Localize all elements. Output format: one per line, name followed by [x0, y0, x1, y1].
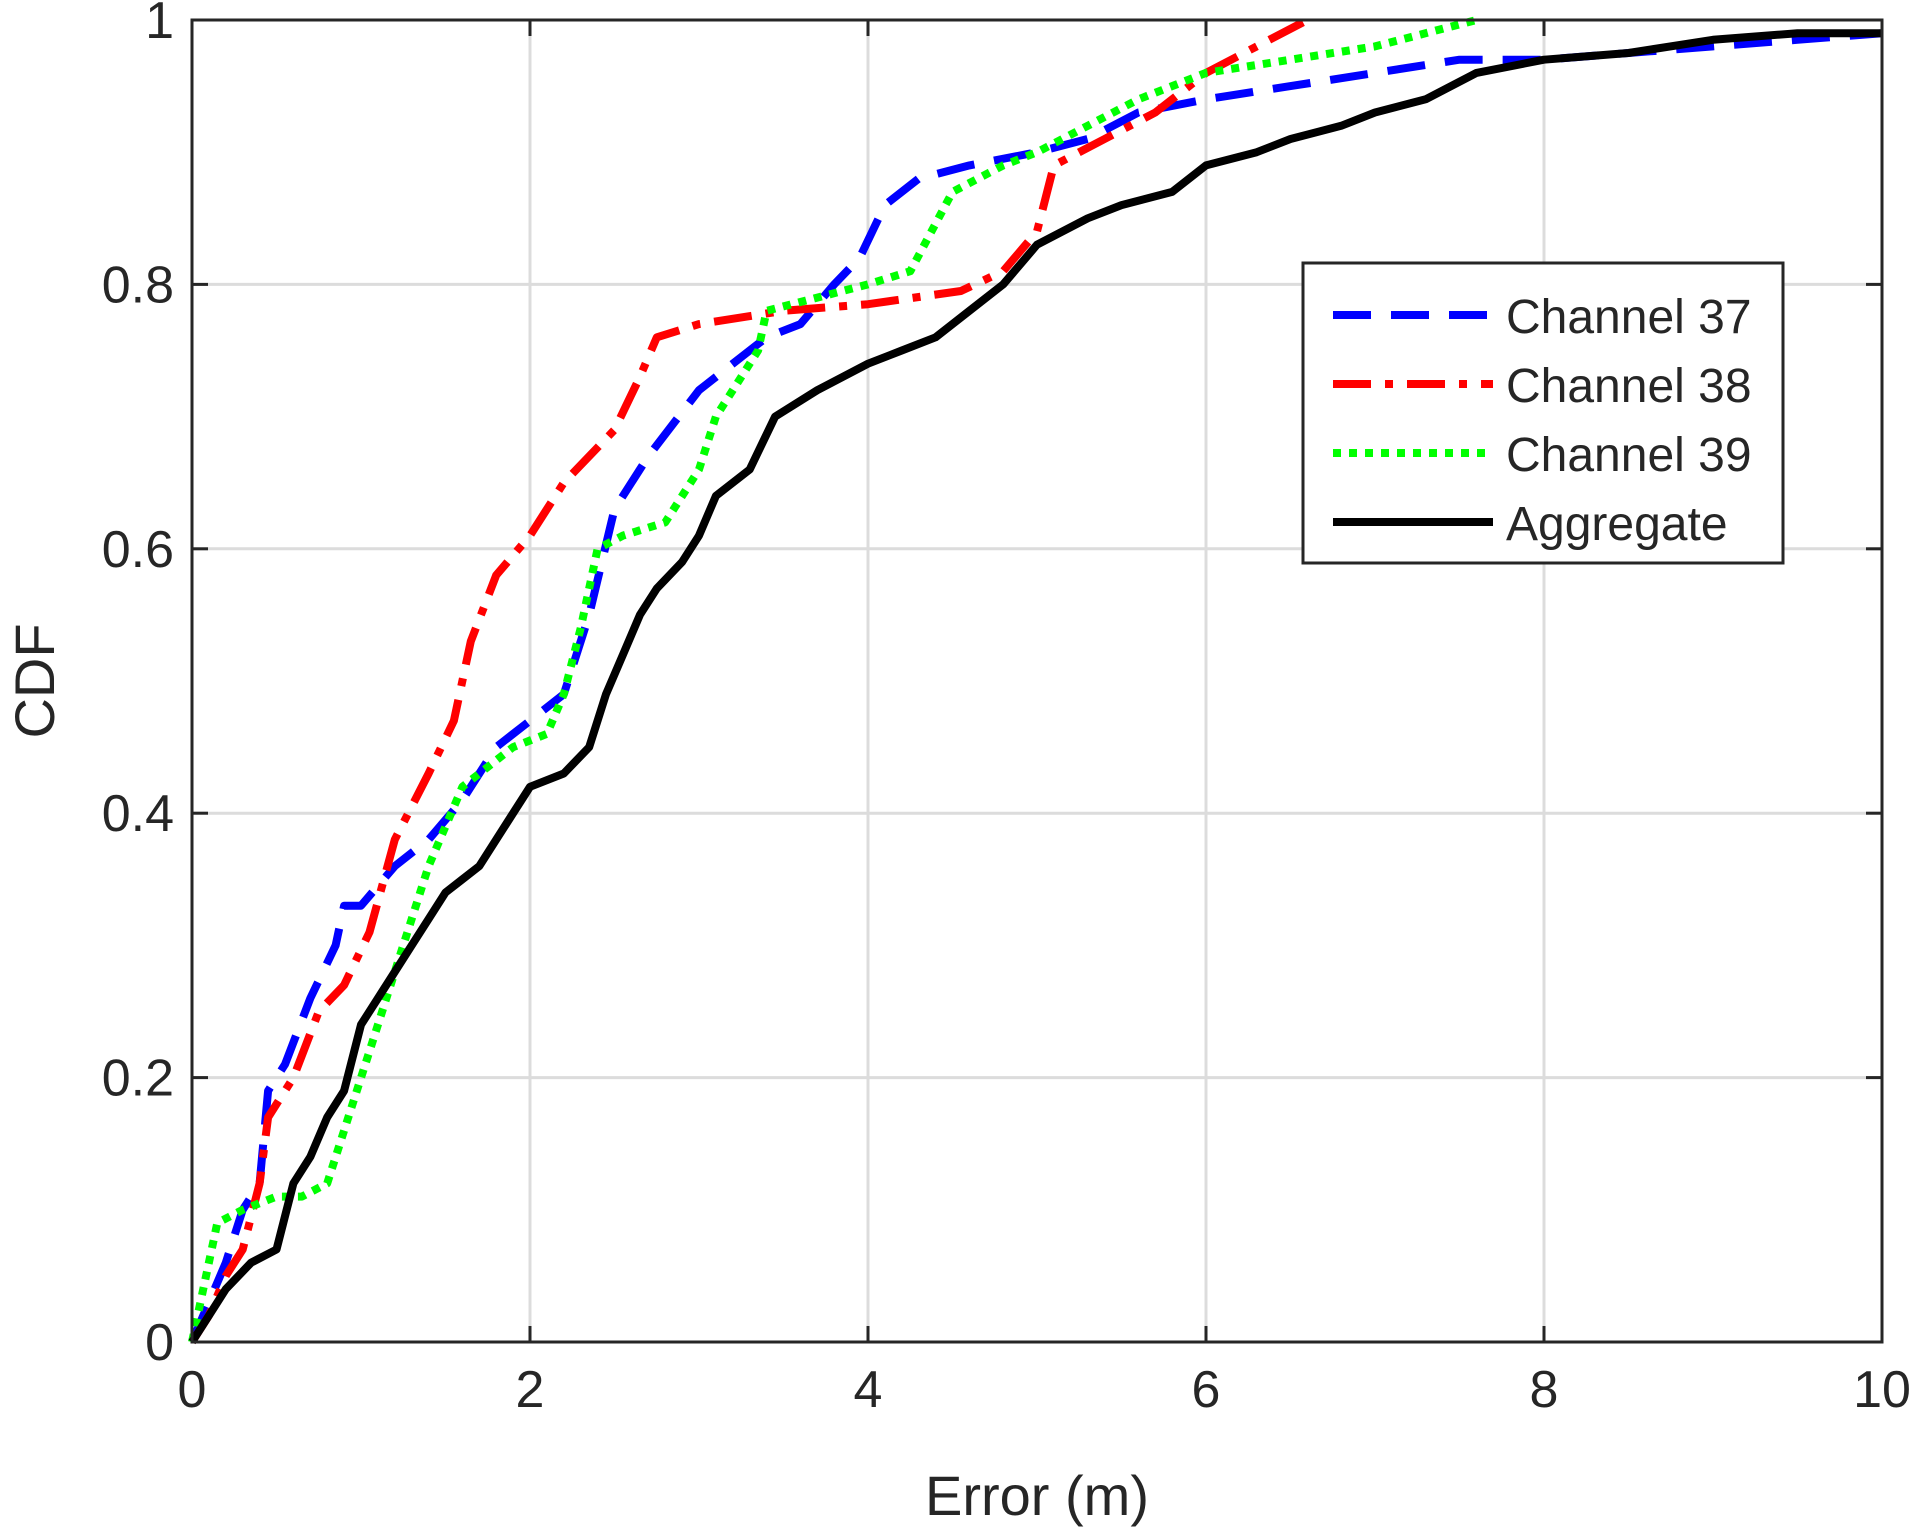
x-tick-label: 4 [854, 1361, 883, 1419]
series-line-channel-39 [188, 16, 1478, 1343]
series-line-channel-37 [188, 29, 1883, 1344]
y-tick-label: 0.6 [102, 521, 174, 579]
y-axis-label: CDF [3, 623, 66, 738]
x-axis-label: Error (m) [925, 1464, 1149, 1527]
tick-layer: 0 2 4 6 8 10 0 0.2 0.4 0.6 0.8 1 [102, 0, 1911, 1419]
legend-items: Channel 37 Channel 38 Channel 39 Aggregate [1333, 291, 1752, 551]
y-tick-label: 0.4 [102, 785, 174, 843]
y-tick-label: 0 [145, 1314, 174, 1372]
legend-label: Channel 37 [1506, 291, 1752, 344]
legend: Channel 37 Channel 38 Channel 39 Aggregate [1301, 261, 1785, 565]
legend-box [1301, 261, 1785, 565]
series-layer [188, 16, 1883, 1345]
y-tick-label: 1 [145, 0, 174, 50]
series-line-aggregate [188, 29, 1882, 1345]
legend-label: Channel 39 [1506, 429, 1752, 482]
plot-background [192, 20, 1882, 1342]
x-tick-label: 0 [178, 1361, 207, 1419]
legend-label: Aggregate [1506, 498, 1728, 551]
legend-label: Channel 38 [1506, 360, 1752, 413]
x-tick-label: 6 [1192, 1361, 1221, 1419]
x-tick-label: 2 [516, 1361, 545, 1419]
series-line-channel-38 [188, 16, 1310, 1345]
plot-frame [190, 18, 1884, 1344]
y-tick-label: 0.2 [102, 1050, 174, 1108]
y-tick-label: 0.8 [102, 256, 174, 314]
x-tick-label: 8 [1530, 1361, 1559, 1419]
x-tick-label: 10 [1853, 1361, 1911, 1419]
